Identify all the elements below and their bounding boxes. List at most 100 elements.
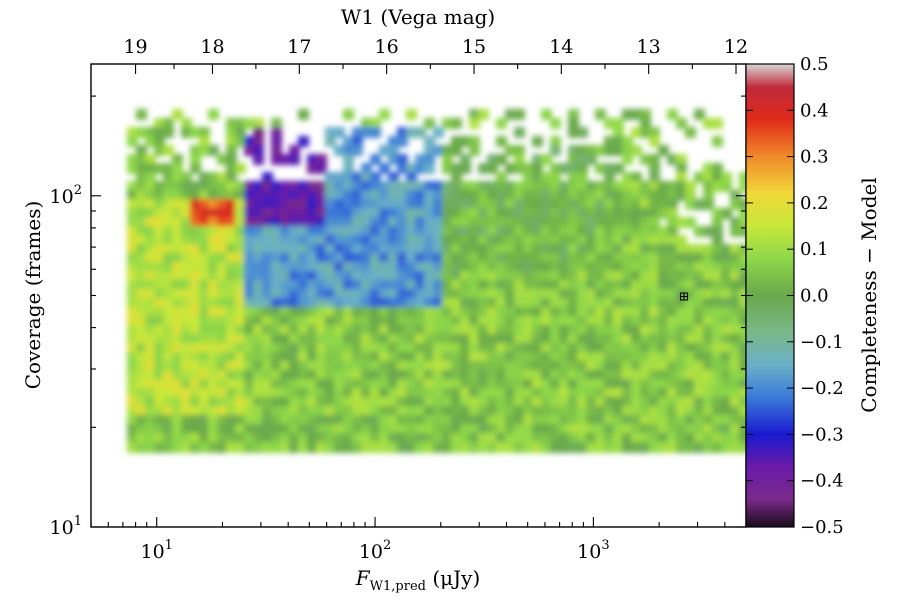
heatmap-cell xyxy=(460,154,471,165)
heatmap-cell xyxy=(712,352,723,363)
heatmap-cell xyxy=(622,109,633,120)
heatmap-cell xyxy=(253,397,264,408)
heatmap-cell xyxy=(343,217,354,228)
heatmap-cell xyxy=(370,325,381,336)
heatmap-cell xyxy=(478,406,489,417)
heatmap-cell xyxy=(658,370,669,381)
heatmap-cell xyxy=(352,334,363,345)
heatmap-cell xyxy=(136,154,147,165)
heatmap-cell xyxy=(343,442,354,453)
heatmap-cell xyxy=(208,226,219,237)
heatmap-cell xyxy=(604,199,615,210)
heatmap-cell xyxy=(190,307,201,318)
heatmap-cell xyxy=(244,325,255,336)
heatmap-cell xyxy=(136,190,147,201)
heatmap-cell xyxy=(154,235,165,246)
heatmap-cell xyxy=(694,343,705,354)
heatmap-cell xyxy=(298,352,309,363)
heatmap-cell xyxy=(262,172,273,183)
heatmap-cell xyxy=(208,415,219,426)
heatmap-cell xyxy=(352,379,363,390)
heatmap-cell xyxy=(667,343,678,354)
heatmap-cell xyxy=(595,370,606,381)
heatmap-cell xyxy=(622,172,633,183)
heatmap-cell xyxy=(577,217,588,228)
heatmap-cell xyxy=(154,271,165,282)
heatmap-cell xyxy=(406,262,417,273)
heatmap-cell xyxy=(487,163,498,174)
heatmap-cell xyxy=(163,298,174,309)
heatmap-cell xyxy=(577,226,588,237)
heatmap-cell xyxy=(298,343,309,354)
heatmap-cell xyxy=(568,406,579,417)
heatmap-cell xyxy=(343,298,354,309)
heatmap-cell xyxy=(352,235,363,246)
heatmap-cell xyxy=(208,316,219,327)
heatmap-cell xyxy=(703,334,714,345)
heatmap-cell xyxy=(370,244,381,255)
heatmap-cell xyxy=(208,190,219,201)
heatmap-cell xyxy=(451,316,462,327)
heatmap-cell xyxy=(145,190,156,201)
heatmap-cell xyxy=(604,145,615,156)
heatmap-cell xyxy=(442,154,453,165)
heatmap-cell xyxy=(514,217,525,228)
heatmap-cell xyxy=(217,316,228,327)
heatmap-cell xyxy=(154,127,165,138)
heatmap-cell xyxy=(478,271,489,282)
heatmap-cell xyxy=(640,190,651,201)
heatmap-cell xyxy=(271,145,282,156)
colorbar-ticks: 0.50.40.30.20.10.0−0.1−0.2−0.3−0.4−0.5 xyxy=(746,54,844,538)
heatmap-cell xyxy=(415,361,426,372)
heatmap-cell xyxy=(721,397,732,408)
heatmap-cell xyxy=(379,208,390,219)
heatmap-cell xyxy=(145,199,156,210)
heatmap-cell xyxy=(289,280,300,291)
heatmap-cell xyxy=(577,127,588,138)
heatmap-cell xyxy=(685,415,696,426)
heatmap-cell xyxy=(595,163,606,174)
heatmap-cell xyxy=(325,199,336,210)
heatmap-cell xyxy=(523,406,534,417)
heatmap-cell xyxy=(631,289,642,300)
heatmap-cell xyxy=(145,361,156,372)
heatmap-cell xyxy=(721,433,732,444)
heatmap-cell xyxy=(613,442,624,453)
heatmap-cell xyxy=(307,325,318,336)
heatmap-cell xyxy=(730,217,741,228)
heatmap-cell xyxy=(667,154,678,165)
heatmap-cell xyxy=(550,343,561,354)
heatmap-cell xyxy=(505,388,516,399)
heatmap-cell xyxy=(640,370,651,381)
heatmap-cell xyxy=(406,361,417,372)
heatmap-cell xyxy=(703,343,714,354)
heatmap-cell xyxy=(370,334,381,345)
heatmap-cell xyxy=(505,424,516,435)
heatmap-cell xyxy=(226,172,237,183)
heatmap-cell xyxy=(343,208,354,219)
heatmap-cell xyxy=(307,154,318,165)
heatmap-cell xyxy=(127,379,138,390)
heatmap-cell xyxy=(253,433,264,444)
heatmap-cell xyxy=(226,298,237,309)
heatmap-cell xyxy=(145,226,156,237)
heatmap-cell xyxy=(163,352,174,363)
heatmap-cell xyxy=(613,388,624,399)
heatmap-cell xyxy=(667,217,678,228)
heatmap-cell xyxy=(316,307,327,318)
heatmap-cell xyxy=(361,307,372,318)
heatmap-cell xyxy=(298,289,309,300)
heatmap-cell xyxy=(649,271,660,282)
heatmap-cell xyxy=(577,172,588,183)
heatmap-cell xyxy=(325,289,336,300)
heatmap-cell xyxy=(667,388,678,399)
heatmap-cell xyxy=(667,289,678,300)
heatmap-cell xyxy=(424,181,435,192)
heatmap-cell xyxy=(343,262,354,273)
heatmap-cell xyxy=(226,307,237,318)
heatmap-cell xyxy=(694,307,705,318)
heatmap-cell xyxy=(208,199,219,210)
heatmap-cell xyxy=(595,325,606,336)
heatmap-cell xyxy=(613,370,624,381)
heatmap-cell xyxy=(685,289,696,300)
